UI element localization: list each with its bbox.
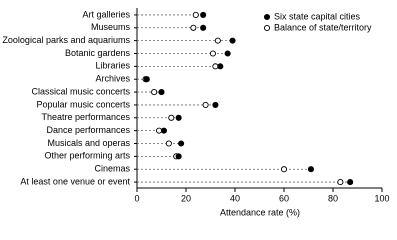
- dot: [307, 166, 315, 173]
- dot: [212, 101, 219, 108]
- dot: [160, 127, 167, 134]
- dot: [214, 37, 221, 44]
- chart: Attendance rate (%) 0 20 40 60 80 100 Art gall…: [2, 8, 390, 217]
- dot: [217, 63, 224, 70]
- x-tick-label: 60: [279, 193, 289, 203]
- dot: [212, 63, 219, 70]
- dot: [224, 50, 231, 57]
- x-tick-label: 80: [328, 193, 338, 203]
- x-tick-label: 100: [374, 193, 389, 203]
- y-tick-label: Dance performances: [46, 125, 130, 135]
- dot: [229, 37, 236, 44]
- y-tick-label: Musicals and operas: [47, 138, 130, 148]
- y-tick-label: Popular music concerts: [36, 99, 130, 109]
- y-tick-label: Botanic gardens: [65, 48, 131, 58]
- legend-marker: [263, 24, 271, 32]
- y-tick-label: Archives: [95, 74, 130, 84]
- x-axis-title: Attendance rate (%): [220, 207, 300, 217]
- dot: [280, 166, 288, 173]
- y-tick-label: At least one venue or event: [20, 176, 130, 186]
- x-tick-label: 40: [230, 193, 240, 203]
- dot: [158, 89, 165, 96]
- dot: [178, 140, 185, 147]
- y-tick-label: Art galleries: [82, 9, 130, 19]
- dot: [165, 140, 172, 147]
- x-tick-label: 20: [181, 193, 191, 203]
- dot: [168, 114, 175, 121]
- dot: [143, 76, 150, 83]
- legend-label: Balance of state/territory: [274, 22, 372, 32]
- y-tick-label: Other performing arts: [44, 151, 130, 161]
- dot: [175, 114, 182, 121]
- dot: [192, 11, 199, 18]
- y-tick-label: Theatre performances: [41, 112, 130, 122]
- dot: [200, 11, 207, 18]
- dot: [155, 127, 163, 134]
- dot: [175, 153, 182, 160]
- dot: [337, 179, 344, 186]
- y-tick-label: Libraries: [95, 61, 130, 71]
- y-tick-label: Classical music concerts: [31, 86, 130, 96]
- dot: [209, 50, 216, 57]
- y-tick-label: Zoological parks and aquariums: [2, 35, 130, 45]
- dot: [190, 24, 197, 31]
- dot: [347, 179, 354, 186]
- y-tick-label: Cinemas: [94, 164, 130, 174]
- legend-marker: [263, 13, 271, 21]
- dot: [200, 24, 207, 31]
- dot: [202, 101, 209, 108]
- legend-label: Six state capital cities: [274, 11, 361, 21]
- x-tick-label: 0: [134, 193, 139, 203]
- y-tick-label: Museums: [91, 22, 131, 32]
- dot: [151, 89, 158, 96]
